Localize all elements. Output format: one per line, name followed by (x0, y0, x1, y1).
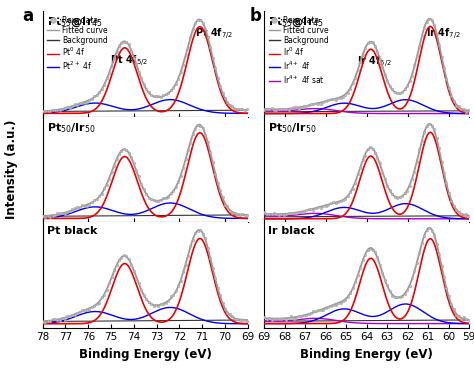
Text: Pt$_{55}$@Ir$_{45}$: Pt$_{55}$@Ir$_{45}$ (47, 15, 102, 29)
Text: a: a (22, 7, 33, 25)
Text: Pt black: Pt black (47, 226, 97, 236)
Text: Pt$_{50}$/Ir$_{50}$: Pt$_{50}$/Ir$_{50}$ (268, 121, 317, 135)
Text: Intensity (a.u.): Intensity (a.u.) (5, 120, 18, 219)
Text: Pt$_{55}$@Ir$_{45}$: Pt$_{55}$@Ir$_{45}$ (268, 15, 324, 29)
Legend: Raw data, Fitted curve, Background, Ir$^0$ 4f, Ir$^{4+}$ 4f, Ir$^{4+}$ 4f sat: Raw data, Fitted curve, Background, Ir$^… (268, 15, 330, 86)
Text: Ir black: Ir black (268, 226, 315, 236)
Text: Ir 4f$_{5/2}$: Ir 4f$_{5/2}$ (357, 55, 392, 70)
Text: Pt 4f$_{7/2}$: Pt 4f$_{7/2}$ (195, 27, 234, 42)
Legend: Raw data, Fitted curve, Background, Pt$^0$ 4f, Pt$^{2+}$ 4f: Raw data, Fitted curve, Background, Pt$^… (46, 15, 108, 73)
Text: Pt 4f$_{5/2}$: Pt 4f$_{5/2}$ (110, 54, 148, 69)
X-axis label: Binding Energy (eV): Binding Energy (eV) (300, 348, 433, 361)
X-axis label: Binding Energy (eV): Binding Energy (eV) (79, 348, 212, 361)
Text: b: b (250, 7, 262, 25)
Text: Pt$_{50}$/Ir$_{50}$: Pt$_{50}$/Ir$_{50}$ (47, 121, 96, 135)
Text: Ir 4f$_{7/2}$: Ir 4f$_{7/2}$ (426, 26, 461, 42)
